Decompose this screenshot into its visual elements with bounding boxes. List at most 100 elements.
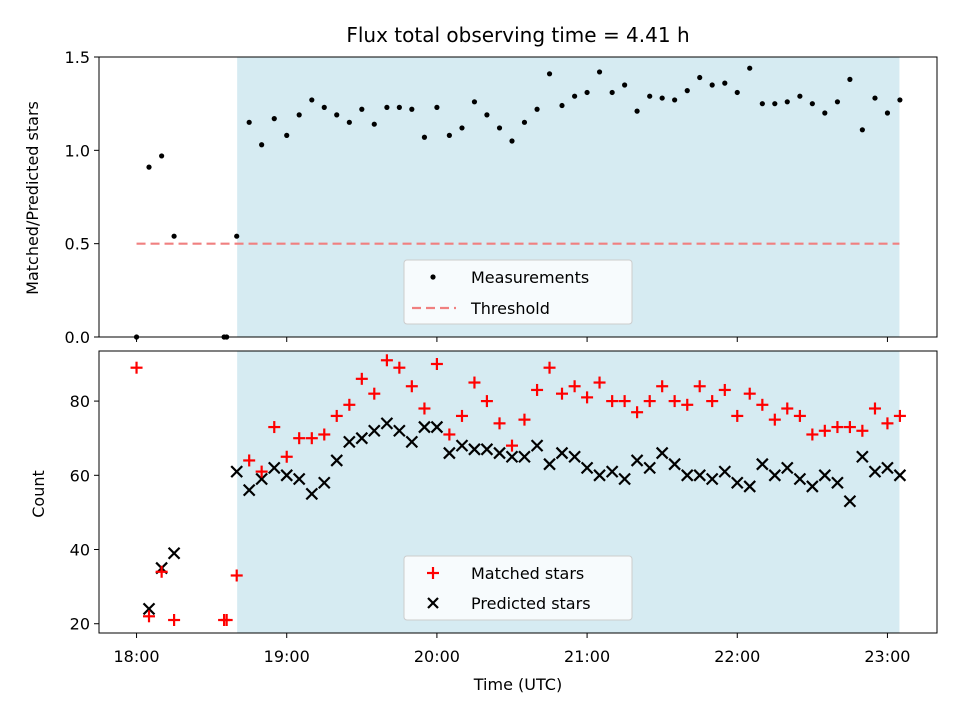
predicted-star-point (380, 417, 394, 430)
predicted-star-point (267, 461, 281, 475)
measurement-point (709, 82, 715, 88)
predicted-star-point (881, 461, 894, 475)
matched-star-point (656, 380, 669, 393)
predicted-star-point (793, 472, 807, 486)
predicted-star-point (543, 457, 556, 471)
matched-star-point (343, 398, 356, 411)
legend-top: Measurements Threshold (403, 259, 633, 325)
matched-star-point (330, 409, 343, 422)
measurement-point (509, 138, 515, 144)
matched-star-point (893, 409, 906, 422)
matched-star-point (593, 376, 606, 389)
measurement-point (346, 119, 352, 125)
matched-star-point (806, 428, 819, 441)
chart-title: Flux total observing time = 4.41 h (346, 23, 689, 47)
measurement-point (884, 110, 891, 116)
matched-star-point (255, 465, 268, 478)
matched-star-point (480, 395, 493, 408)
predicted-star-point (568, 450, 581, 464)
matched-star-point (318, 428, 331, 441)
x-axis-label: Time (UTC) (473, 675, 562, 694)
measurement-point (634, 108, 640, 114)
panel-ratio: 0.0 0.5 1.0 1.5 Matched/Predicted stars Mea… (23, 48, 938, 347)
matched-star-point (355, 372, 368, 385)
predicted-star-point (630, 454, 644, 467)
predicted-star-point (843, 494, 857, 508)
measurement-point (546, 71, 553, 77)
plot-frame-top (98, 56, 938, 338)
legend-measurements-label: Measurements (471, 268, 589, 287)
predicted-star-point (580, 461, 594, 475)
predicted-star-point (405, 435, 419, 449)
predicted-star-point (393, 424, 406, 438)
predicted-star-point (493, 446, 506, 460)
matched-star-point (693, 380, 706, 393)
legend-measurements-marker (430, 274, 436, 280)
plot-frame-bottom (98, 350, 938, 634)
y-tick-label: 20 (70, 615, 90, 634)
y-axis-label-top: Matched/Predicted stars (23, 101, 42, 295)
measurement-point (159, 153, 165, 159)
measurement-point (521, 119, 528, 125)
matched-star-point (868, 402, 881, 415)
matched-star-point (268, 421, 281, 434)
predicted-star-point (368, 424, 381, 438)
measurement-point (496, 125, 503, 131)
matched-star-point (130, 361, 143, 374)
measurement-point (647, 93, 653, 99)
measurement-point (234, 233, 240, 239)
y-tick-label: 80 (70, 392, 90, 411)
matched-star-point (631, 406, 644, 419)
measurement-point (471, 99, 478, 105)
matched-star-point (843, 421, 856, 434)
matched-star-point (220, 614, 233, 627)
predicted-star-point (242, 483, 256, 497)
measurement-point (734, 89, 740, 96)
matched-star-point (230, 569, 243, 582)
matched-star-point (793, 409, 806, 422)
predicted-star-point (756, 457, 769, 471)
matched-star-point (543, 361, 556, 374)
measurement-point (459, 125, 465, 131)
matched-star-point (556, 387, 569, 400)
matched-star-point (681, 398, 694, 411)
x-tick-label: 23:00 (864, 647, 910, 666)
predicted-star-point (255, 472, 268, 486)
legend-box-top (403, 259, 633, 325)
measurement-point (421, 134, 428, 140)
matched-star-point (581, 391, 594, 404)
measurement-point (559, 102, 565, 109)
matched-star-point (405, 380, 418, 393)
matched-star-point (418, 402, 431, 415)
matched-star-point (430, 357, 443, 370)
predicted-star-point (330, 454, 344, 467)
measurement-point (822, 110, 828, 116)
matched-star-point (443, 428, 456, 441)
predicted-star-point (480, 443, 494, 456)
measurement-point (672, 97, 678, 103)
matched-star-point (455, 409, 468, 422)
legend-box-bottom (403, 555, 633, 621)
predicted-star-point (730, 476, 744, 490)
matched-star-point (518, 413, 531, 426)
predicted-star-point (167, 546, 181, 560)
measurement-point (684, 88, 690, 94)
matched-star-point (143, 610, 156, 623)
x-tick-label: 21:00 (564, 647, 610, 666)
matched-star-point (856, 424, 869, 437)
matched-star-point (756, 398, 769, 411)
matched-star-point (781, 402, 794, 415)
measurement-point (271, 116, 277, 122)
matched-star-point (380, 354, 393, 367)
measurement-point (246, 119, 252, 125)
predicted-star-point (893, 469, 907, 482)
measurement-point (359, 106, 365, 112)
measurement-point (697, 74, 703, 81)
measurement-point (622, 82, 628, 88)
y-tick-label: 1.5 (65, 48, 90, 67)
matched-star-point (531, 383, 544, 396)
measurement-point (596, 69, 603, 75)
legend-matched-label: Matched stars (471, 564, 584, 583)
measurement-point (659, 95, 665, 101)
predicted-star-point (555, 446, 569, 460)
